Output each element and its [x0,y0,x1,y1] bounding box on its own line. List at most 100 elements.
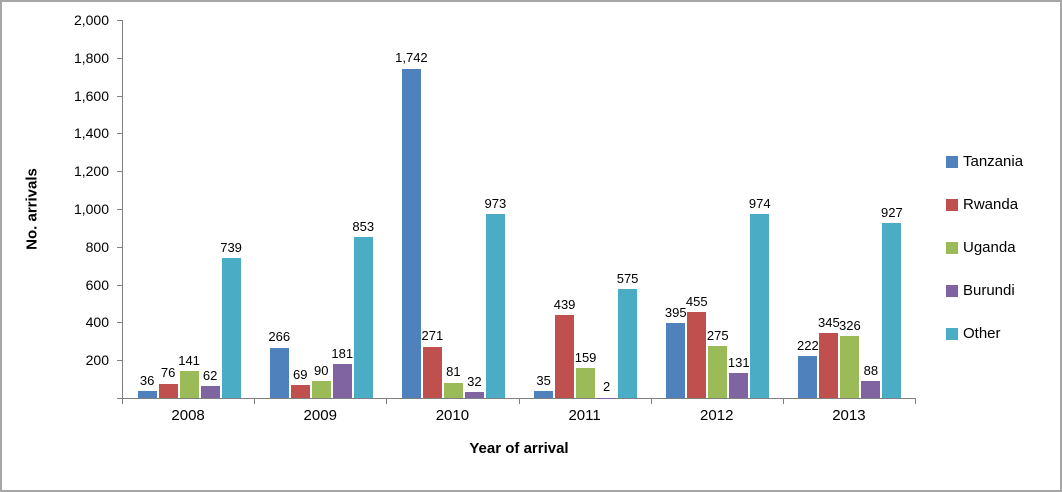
y-tick-mark [117,360,122,362]
legend-label: Tanzania [963,153,1024,170]
bar-burundi-2013 [861,381,881,398]
x-axis-label-2013: 2013 [832,407,866,424]
bar-value-label: 62 [202,368,218,383]
y-axis-label-1400: 1,400 [73,125,109,142]
y-axis-label-400: 400 [85,314,109,331]
bar-rwanda-2012 [687,312,707,398]
bar-tanzania-2011 [534,391,554,398]
legend-label: Rwanda [963,196,1019,213]
bar-rwanda-2011 [555,315,575,398]
bar-rwanda-2009 [290,384,310,398]
x-axis-label-2008: 2008 [171,407,205,424]
legend-swatch-icon [946,284,958,297]
bar-uganda-2013 [840,336,860,398]
bar-value-label: 81 [446,364,461,380]
legend-label: Burundi [963,282,1015,299]
y-tick-mark [117,246,122,248]
bar-burundi-2009 [332,363,352,398]
bar-value-label: 35 [536,373,551,389]
bar-value-label: 266 [268,329,291,345]
legend-item-burundi: Burundi [946,283,1023,298]
y-axis-label-600: 600 [85,276,109,293]
y-tick-mark [117,57,122,59]
x-axis-label-2009: 2009 [303,407,337,424]
legend-item-rwanda: Rwanda [946,197,1023,212]
bar-value-label: 36 [139,372,155,388]
bar-rwanda-2008 [158,383,178,398]
x-axis-tick-marks [122,399,918,405]
bar-value-label: 275 [706,327,729,343]
legend-swatch-icon [946,241,958,254]
bar-burundi-2010 [464,391,484,398]
legend-swatch-icon [946,327,958,340]
bar-tanzania-2013 [798,356,818,398]
bar-value-label: 2 [602,379,611,395]
legend-item-tanzania: Tanzania [946,154,1023,169]
bar-value-label: 271 [421,328,444,344]
bar-value-label: 345 [818,314,840,330]
bar-burundi-2012 [729,373,749,398]
x-tick-mark [122,399,123,404]
y-tick-mark [117,398,122,399]
bar-uganda-2010 [443,382,463,398]
bar-value-label: 974 [748,195,771,211]
bar-value-label: 131 [727,354,750,370]
bar-value-label: 181 [331,345,354,361]
bar-other-2011 [618,289,638,398]
bar-value-label: 32 [467,373,482,389]
x-tick-mark [650,399,652,404]
y-axis-label-200: 200 [85,352,109,369]
y-axis-label-1600: 1,600 [73,87,109,104]
y-tick-mark [117,95,122,97]
bar-rwanda-2010 [422,346,442,398]
x-axis-label-2012: 2012 [700,407,734,424]
bar-value-label: 853 [352,218,375,234]
bar-value-label: 76 [160,365,176,381]
x-tick-mark [518,399,520,404]
x-axis-label-2011: 2011 [568,407,601,424]
bar-uganda-2009 [311,381,331,398]
y-axis: 2,000 1,800 1,600 1,400 1,200 1,000 800 600 400 2… [2,12,122,399]
y-tick-mark [117,284,122,286]
bar-value-label: 326 [839,318,861,334]
bar-value-label: 927 [881,204,903,220]
bar-value-label: 222 [797,337,819,353]
bar-other-2012 [750,213,770,398]
y-axis-label-1000: 1,000 [73,201,109,217]
bar-value-label: 141 [178,353,200,369]
bar-value-label: 455 [685,293,708,309]
bar-uganda-2011 [576,367,596,398]
bar-uganda-2012 [708,346,728,398]
x-tick-mark [782,399,784,404]
bar-tanzania-2009 [269,347,289,398]
legend-swatch-icon [946,155,958,168]
bar-value-label: 69 [293,366,308,382]
bar-tanzania-2012 [666,323,686,398]
x-tick-mark [254,399,256,404]
bar-value-label: 439 [553,296,576,312]
bar-value-label: 90 [314,362,329,378]
bar-other-2013 [882,222,902,398]
x-axis-label-2010: 2010 [435,407,470,424]
plot-area: 36 76 141 62 739 266 69 90 181 853 1,742 271 81 32 973… [122,20,916,399]
x-axis-title: Year of arrival [469,440,569,457]
legend-swatch-icon [946,198,958,211]
legend: Tanzania Rwanda Uganda Burundi Other [946,154,1023,369]
bar-value-label: 1,742 [395,50,428,66]
bar-value-label: 575 [616,271,639,287]
bar-value-label: 739 [220,240,242,256]
y-axis-label-1200: 1,200 [73,163,109,180]
y-tick-mark [117,209,122,210]
x-axis-labels: 2008 2009 2010 2011 2012 2013 [122,407,916,429]
bar-value-label: 88 [863,363,879,379]
bar-value-label: 159 [574,349,597,365]
y-axis-label-1800: 1,800 [73,49,109,66]
y-tick-mark [117,322,122,324]
bar-burundi-2008 [200,386,220,398]
bar-other-2010 [485,214,505,398]
bar-other-2008 [221,258,241,398]
legend-item-uganda: Uganda [946,240,1023,255]
y-axis-label-800: 800 [85,238,109,255]
x-tick-mark [386,399,388,404]
